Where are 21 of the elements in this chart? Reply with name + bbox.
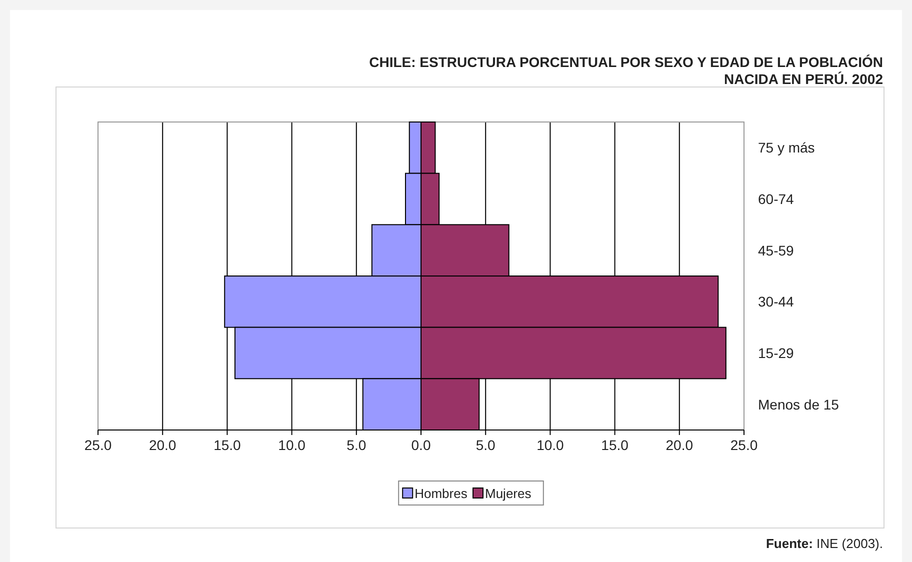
x-tick-label: 20.0	[148, 437, 176, 453]
legend-label: Mujeres	[485, 486, 532, 501]
x-tick-label: 10.0	[536, 437, 564, 453]
x-tick-label: 25.0	[84, 437, 112, 453]
source-note: Fuente: INE (2003).	[766, 536, 883, 551]
x-tick-label: 20.0	[666, 437, 694, 453]
y-tick-label: 60-74	[758, 191, 794, 207]
x-tick-label: 25.0	[730, 437, 758, 453]
legend-label: Hombres	[414, 486, 468, 501]
x-tick-label: 15.0	[601, 437, 629, 453]
y-tick-label: 45-59	[758, 242, 794, 258]
x-tick-label: 5.0	[476, 437, 496, 453]
y-tick-label: 75 y más	[758, 140, 815, 156]
y-tick-label: Menos de 15	[758, 396, 840, 412]
y-tick-label: 15-29	[758, 345, 794, 361]
x-tick-label: 0.0	[411, 437, 431, 453]
x-tick-label: 10.0	[278, 437, 306, 453]
y-tick-label: 30-44	[758, 294, 794, 310]
chart-title: CHILE: ESTRUCTURA PORCENTUAL POR SEXO Y EDAD DE LA POBLACIÓN NACIDA EN PERÚ. 2002	[369, 54, 884, 87]
x-tick-label: 5.0	[346, 437, 366, 453]
x-tick-label: 15.0	[214, 437, 242, 453]
